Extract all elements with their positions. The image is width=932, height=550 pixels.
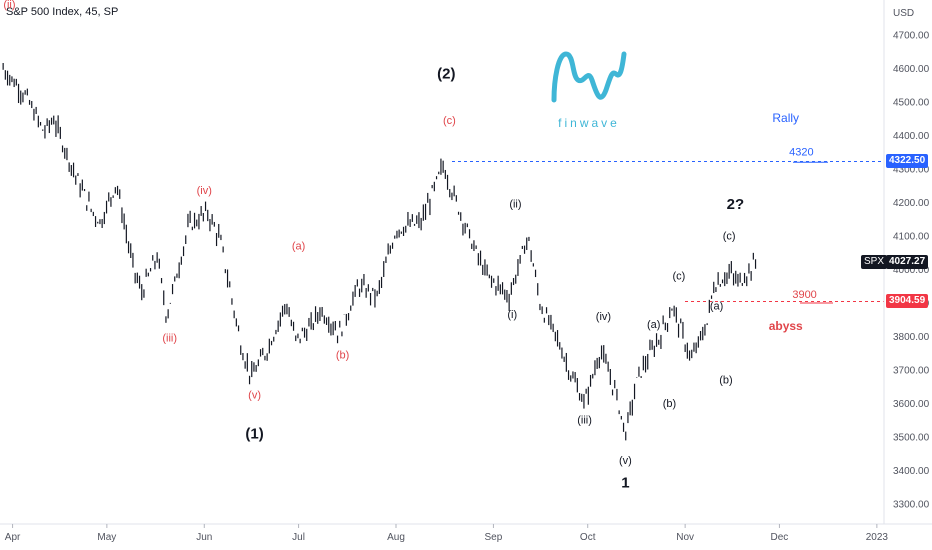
x-tick-label: May (97, 532, 116, 543)
candles (2, 62, 757, 441)
wave-label: (iii) (162, 333, 177, 345)
x-tick-label: Jun (196, 532, 212, 543)
wave-label: (a) (647, 319, 660, 331)
last-price-symbol: SPX (864, 256, 885, 267)
symbol-title[interactable]: S&P 500 Index, 45, SP (6, 6, 119, 18)
wave-label: 2? (727, 196, 745, 213)
wave-label: (iv) (596, 311, 611, 323)
wave-label: Rally (772, 111, 799, 125)
y-tick-label: 3300.00 (893, 500, 930, 511)
logo-text: finwave (558, 116, 620, 130)
price-axis: USD 3300.00 3400.00 3500.00 3600.00 3700.00 3… (0, 0, 932, 525)
finwave-logo: finwave (548, 50, 630, 134)
last-price-tag: 4027.27 (886, 255, 929, 269)
wave-label: (v) (619, 455, 632, 467)
y-tick-label: 3400.00 (893, 466, 930, 477)
wave-label: (iv) (197, 185, 212, 197)
wave-label: (c) (723, 230, 736, 242)
wave-label: (v) (248, 389, 261, 401)
wave-label: (b) (719, 374, 732, 386)
wave-logo-icon (551, 51, 627, 103)
y-tick-label: 4400.00 (893, 131, 930, 142)
wave-label: 4320 (789, 147, 813, 159)
x-tick-label: Dec (771, 532, 789, 543)
wave-label: (b) (336, 349, 349, 361)
wave-label: (2) (437, 66, 455, 83)
y-tick-label: 4700.00 (893, 31, 930, 42)
x-tick-label: Sep (485, 532, 503, 543)
level-tag-3904: 3904.59 (886, 294, 929, 308)
y-tick-label: 4000.00 (893, 265, 930, 276)
x-tick-label: Jul (292, 532, 305, 543)
y-tick-label: 4100.00 (893, 232, 930, 243)
wave-label: (b) (663, 398, 676, 410)
wave-label: (1) (245, 426, 263, 443)
time-axis: Apr May Jun Jul Aug Sep Oct Nov Dec 2023 (5, 524, 889, 543)
y-tick-label: 3600.00 (893, 399, 930, 410)
wave-label: (a) (292, 240, 305, 252)
x-tick-label: 2023 (866, 532, 889, 543)
x-tick-label: Aug (387, 532, 405, 543)
y-tick-label: 3800.00 (893, 332, 930, 343)
level-4322-value: 4322.50 (889, 155, 926, 166)
wave-label: (ii) (3, 0, 15, 11)
wave-label: (ii) (509, 199, 521, 211)
spx-symbol-tag: SPX (861, 255, 888, 269)
wave-label: (c) (672, 271, 685, 283)
level-tag-4322: 4322.50 (886, 154, 929, 168)
level-lines (452, 160, 884, 304)
wave-label: (iii) (577, 415, 592, 427)
wave-label: 1 (621, 474, 629, 491)
y-tick-label: 4500.00 (893, 98, 930, 109)
wave-label: (a) (710, 301, 723, 313)
level-3904-value: 3904.59 (889, 295, 926, 306)
y-tick-label: 4600.00 (893, 64, 930, 75)
wave-label: (i) (507, 309, 517, 321)
wave-label: (c) (443, 115, 456, 127)
y-tick-label: 4300.00 (893, 165, 930, 176)
wave-annotations: (ii) (iv) (iii) (a) (v) (b) (c) (1) (2) (ii) (i) (i… (3, 0, 816, 491)
y-tick-label: 3700.00 (893, 366, 930, 377)
wave-label: 3900 (792, 289, 816, 301)
y-tick-label: 3500.00 (893, 433, 930, 444)
chart-header: S&P 500 Index, 45, SP (6, 6, 118, 18)
x-tick-label: Nov (676, 532, 694, 543)
last-price-value: 4027.27 (889, 256, 926, 267)
wave-label: abyss (769, 319, 803, 333)
x-tick-label: Apr (5, 532, 21, 543)
y-tick-label: 4200.00 (893, 198, 930, 209)
x-tick-label: Oct (580, 532, 596, 543)
axis-unit: USD (893, 8, 914, 19)
